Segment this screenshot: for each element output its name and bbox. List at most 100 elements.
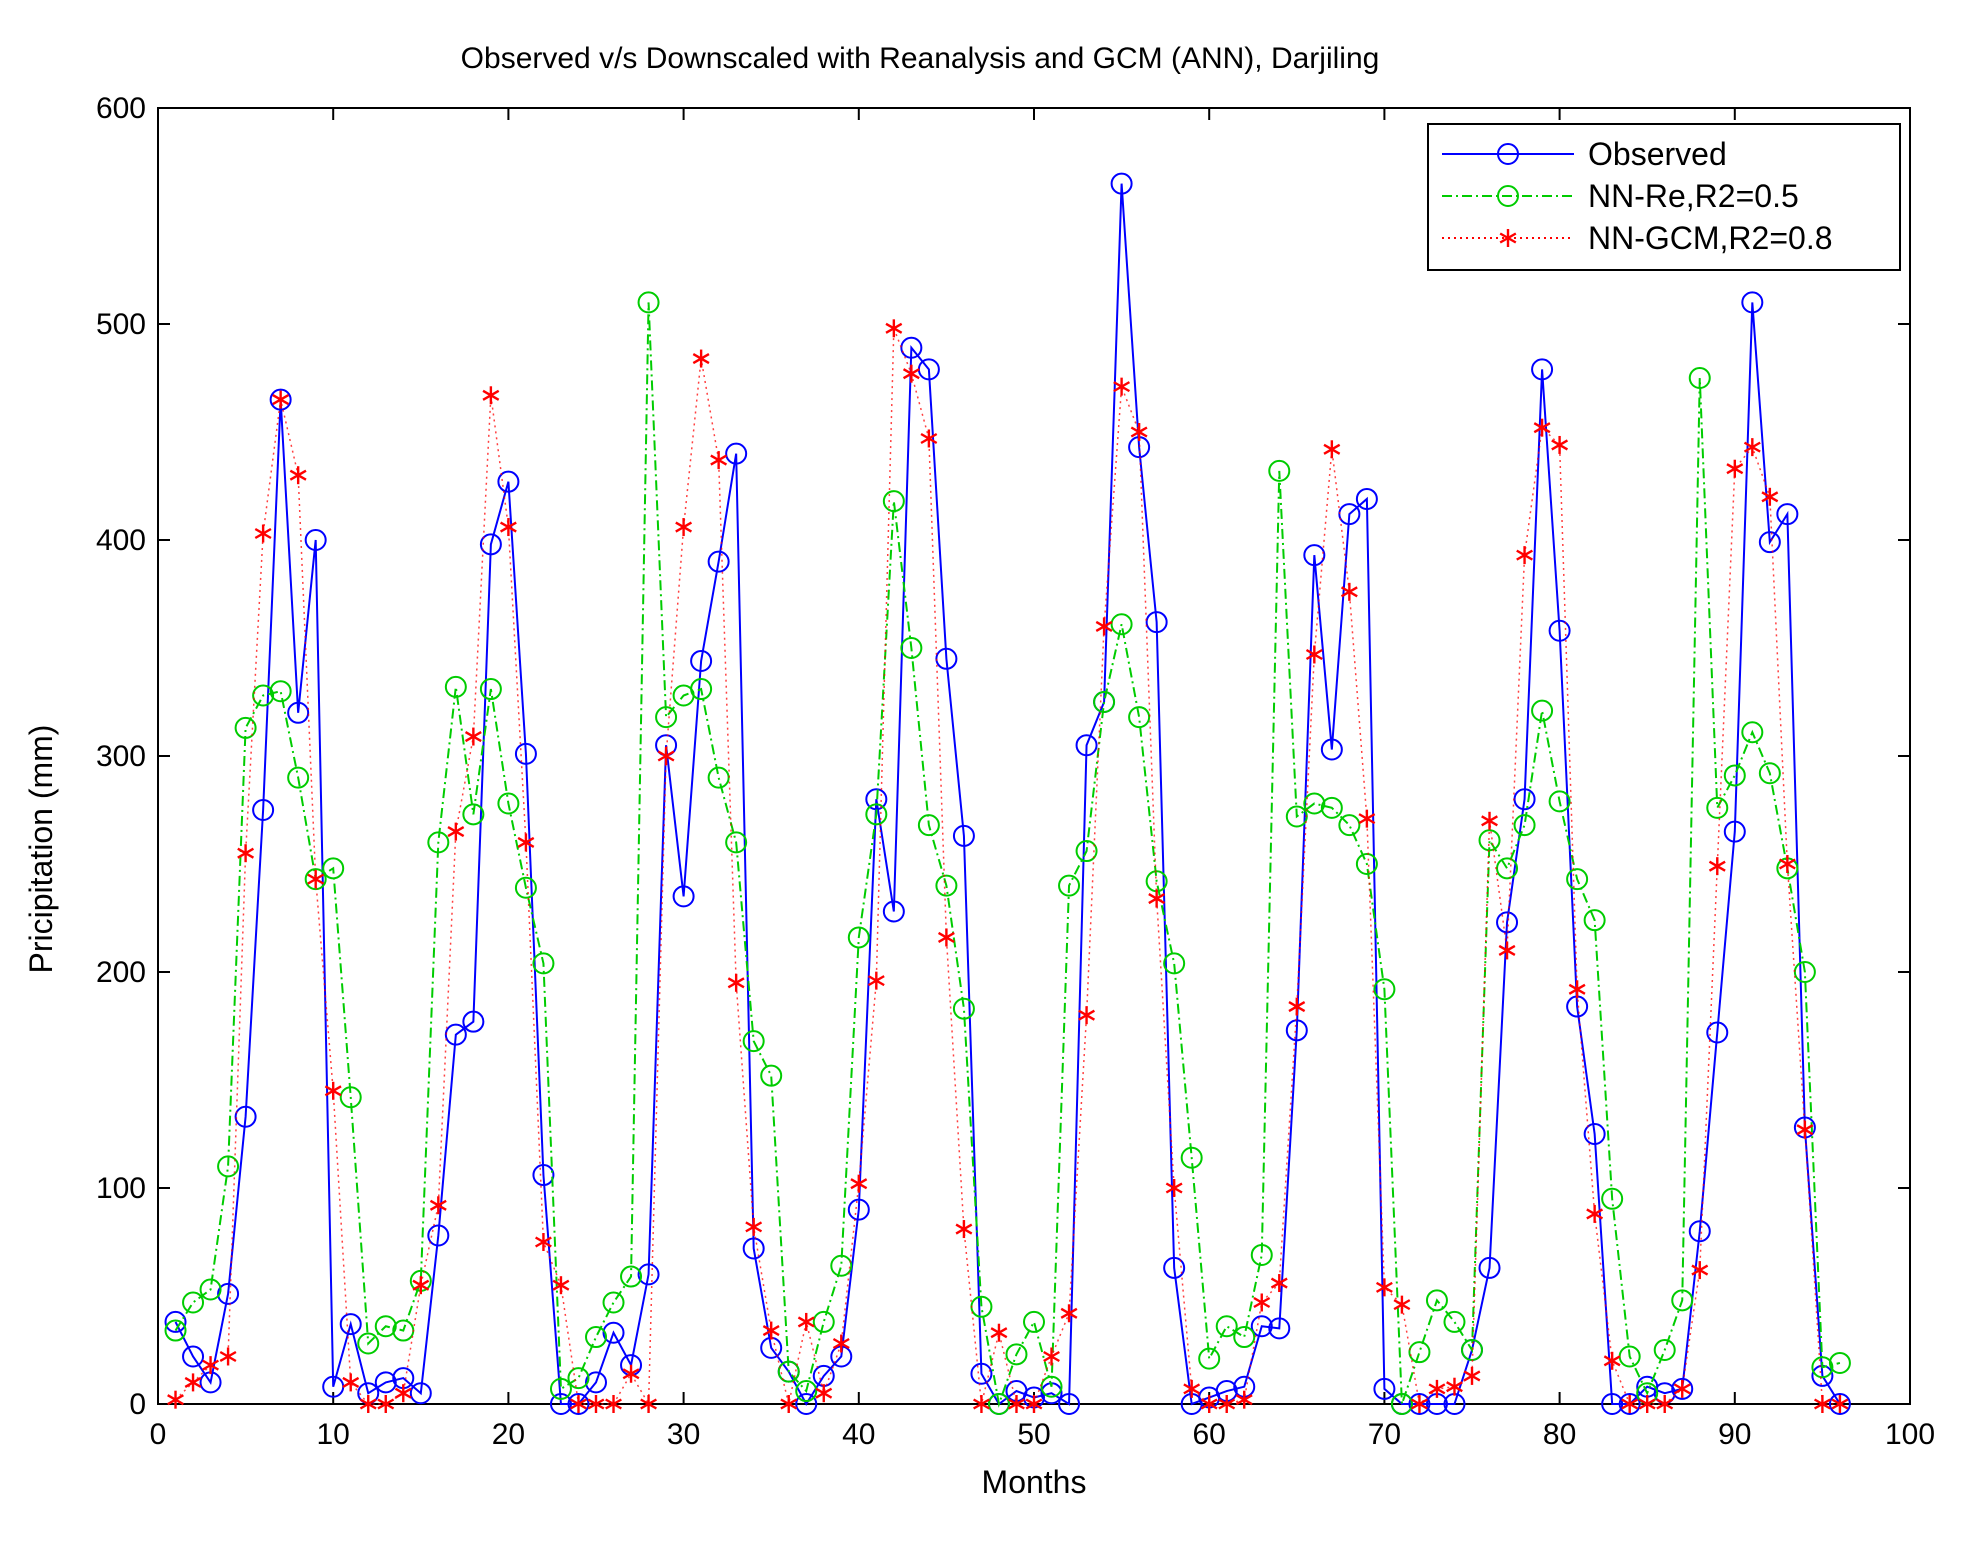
- data-point-nn-re: [1531, 699, 1554, 722]
- data-point-observed: [1145, 611, 1168, 634]
- data-point-observed: [217, 1282, 240, 1305]
- data-point-observed: [1478, 1256, 1501, 1279]
- star-stroke: [1305, 648, 1323, 661]
- data-point-nn-gcm: [1778, 855, 1796, 873]
- data-point-nn-gcm: [1446, 1377, 1463, 1396]
- star-stroke: [902, 368, 920, 380]
- data-point-nn-gcm: [1411, 1395, 1428, 1413]
- data-point-nn-re: [374, 1315, 397, 1338]
- data-point-nn-gcm: [850, 1174, 868, 1193]
- data-point-nn-re: [900, 637, 923, 659]
- star-stroke: [762, 1325, 780, 1337]
- data-point-nn-gcm: [1358, 809, 1376, 828]
- legend: Observed NN-Re,R2=0.5 NN-GCM,R2=0.8: [1427, 123, 1901, 271]
- data-point-nn-gcm: [605, 1395, 622, 1413]
- data-point-nn-gcm: [1323, 440, 1341, 459]
- data-point-nn-re: [637, 291, 660, 314]
- data-point-nn-re: [1233, 1326, 1256, 1349]
- star-stroke: [324, 1085, 342, 1097]
- star-stroke: [1060, 1307, 1078, 1319]
- star-stroke: [202, 1359, 219, 1371]
- data-point-nn-gcm: [1200, 1395, 1218, 1413]
- data-point-nn-re: [865, 803, 888, 826]
- star-stroke: [1411, 1398, 1428, 1410]
- data-point-nn-gcm: [675, 518, 693, 537]
- y-axis-label: Pricipitation (mm): [23, 725, 59, 974]
- data-point-nn-gcm: [1043, 1347, 1060, 1366]
- data-point-nn-re: [760, 1064, 783, 1087]
- star-stroke: [850, 1178, 868, 1190]
- data-point-observed: [1671, 1377, 1694, 1400]
- data-point-nn-gcm: [1603, 1351, 1621, 1370]
- data-point-nn-gcm: [885, 319, 903, 338]
- data-point-nn-re: [1653, 1339, 1676, 1361]
- data-point-observed: [304, 529, 327, 551]
- data-point-observed: [1688, 1220, 1711, 1243]
- data-point-nn-re: [602, 1291, 625, 1314]
- data-point-nn-gcm: [832, 1334, 850, 1353]
- data-point-nn-gcm: [727, 973, 745, 992]
- star-stroke: [377, 1398, 395, 1410]
- data-point-nn-gcm: [1621, 1395, 1639, 1413]
- data-point-nn-re: [287, 766, 310, 789]
- chart-title: Observed v/s Downscaled with Reanalysis …: [461, 42, 1380, 75]
- data-point-observed: [1303, 544, 1326, 567]
- star-stroke: [535, 1236, 552, 1248]
- star-stroke: [1638, 1398, 1656, 1410]
- star-stroke: [1200, 1398, 1218, 1410]
- data-point-observed: [1583, 1123, 1606, 1145]
- y-tick-label: 200: [96, 956, 146, 989]
- data-point-nn-gcm: [762, 1321, 780, 1340]
- data-point-observed: [234, 1105, 257, 1128]
- data-point-nn-gcm: [657, 747, 675, 765]
- data-point-nn-re: [1075, 840, 1098, 863]
- data-point-observed: [514, 742, 537, 765]
- data-point-observed: [742, 1237, 765, 1260]
- x-tick-label: 0: [150, 1418, 167, 1451]
- y-tick-label: 400: [96, 524, 146, 557]
- star-stroke: [1270, 1277, 1288, 1289]
- data-point-nn-re: [1583, 909, 1606, 932]
- data-point-observed: [935, 647, 958, 670]
- star-stroke: [920, 432, 938, 445]
- data-point-observed: [1058, 1393, 1081, 1415]
- x-axis-label: Months: [982, 1464, 1087, 1500]
- data-point-nn-gcm: [1691, 1261, 1709, 1280]
- data-point-nn-gcm: [640, 1395, 657, 1413]
- star-stroke: [605, 1398, 622, 1410]
- star-stroke: [447, 826, 465, 838]
- data-point-nn-gcm: [237, 844, 255, 863]
- star-stroke: [464, 731, 482, 743]
- data-point-nn-re: [532, 952, 555, 975]
- star-stroke: [1498, 944, 1516, 956]
- data-point-nn-gcm: [937, 928, 955, 947]
- data-point-nn-gcm: [412, 1276, 430, 1295]
- star-stroke: [1499, 232, 1517, 244]
- star-stroke: [570, 1398, 587, 1410]
- star-stroke: [167, 1394, 184, 1406]
- star-stroke: [1778, 858, 1796, 870]
- data-point-observed: [374, 1371, 397, 1394]
- star-stroke: [780, 1398, 798, 1410]
- data-point-nn-gcm: [447, 822, 465, 841]
- data-point-observed: [339, 1313, 362, 1336]
- data-point-observed: [1531, 358, 1554, 381]
- data-point-nn-re: [357, 1332, 380, 1355]
- data-point-nn-re: [1373, 978, 1396, 1001]
- data-point-nn-re: [935, 874, 958, 897]
- data-point-nn-gcm: [1305, 645, 1323, 664]
- data-point-nn-gcm: [1375, 1278, 1393, 1297]
- data-point-nn-re: [742, 1030, 765, 1053]
- data-point-observed: [1618, 1393, 1641, 1415]
- data-point-nn-re: [585, 1326, 607, 1349]
- data-point-nn-gcm: [1393, 1295, 1411, 1314]
- series-nn-gcm: [167, 319, 1849, 1413]
- star-stroke: [1095, 620, 1113, 632]
- data-point-nn-gcm: [517, 833, 535, 852]
- data-point-nn-gcm: [815, 1384, 833, 1403]
- star-stroke: [1218, 1398, 1236, 1410]
- star-stroke: [1288, 1001, 1306, 1013]
- star-stroke: [482, 389, 500, 401]
- star-stroke: [1340, 586, 1358, 598]
